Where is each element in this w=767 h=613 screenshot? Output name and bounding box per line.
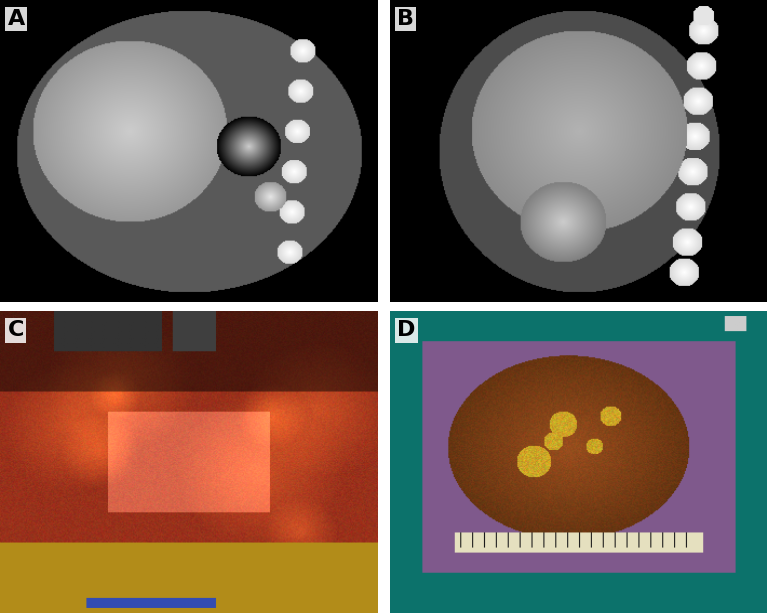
Text: A: A [8,9,25,29]
Text: B: B [397,9,414,29]
Text: D: D [397,321,416,340]
Text: C: C [8,321,24,340]
